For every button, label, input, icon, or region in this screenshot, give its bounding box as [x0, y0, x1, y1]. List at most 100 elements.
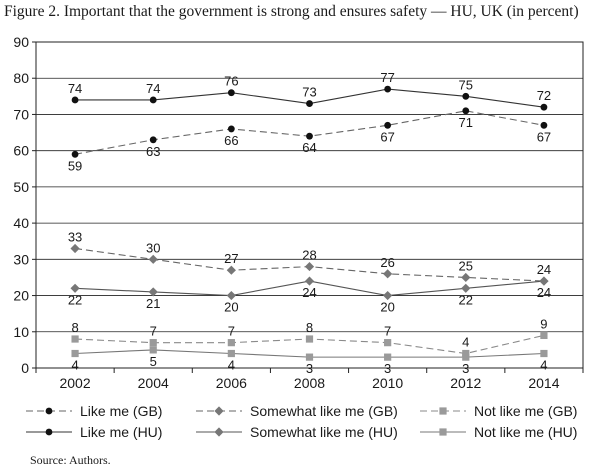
y-tick-label: 20	[13, 288, 29, 304]
data-point	[227, 349, 235, 358]
data-point	[70, 243, 80, 254]
data-label: 20	[380, 300, 394, 315]
data-point	[148, 287, 158, 297]
data-label: 33	[68, 229, 82, 244]
series-0	[71, 107, 548, 158]
data-label: 67	[537, 129, 551, 144]
data-point	[462, 92, 470, 100]
series-lines	[70, 85, 549, 361]
y-tick-label: 0	[21, 360, 29, 376]
y-tick-label: 50	[13, 179, 29, 195]
data-point	[71, 150, 79, 158]
data-point	[540, 103, 548, 111]
y-tick-label: 40	[13, 215, 29, 231]
y-tick-label: 70	[13, 106, 29, 122]
data-point	[71, 349, 79, 358]
data-point	[305, 353, 314, 361]
data-point	[149, 96, 157, 104]
x-tick-label: 2002	[59, 375, 90, 391]
legend-label: Not like me (HU)	[474, 424, 577, 440]
legend-item: Somewhat like me (HU)	[196, 424, 398, 440]
data-point	[540, 331, 548, 339]
data-label: 67	[380, 129, 394, 144]
data-point	[304, 261, 315, 272]
data-label: 22	[68, 292, 82, 307]
data-label: 24	[302, 285, 316, 300]
data-point	[305, 335, 314, 343]
legend-label: Somewhat like me (GB)	[250, 403, 398, 419]
data-point	[540, 121, 548, 129]
y-tick-label: 90	[13, 34, 29, 50]
legend-item: Not like me (HU)	[420, 424, 577, 440]
data-label: 9	[540, 316, 547, 331]
legend-swatch-marker	[439, 407, 447, 415]
legend-item: Not like me (GB)	[420, 403, 577, 419]
data-point	[383, 290, 393, 301]
x-tick-label: 2006	[216, 375, 247, 391]
series-4	[70, 276, 549, 301]
data-point	[70, 283, 80, 293]
data-label: 8	[71, 320, 78, 335]
data-point	[384, 85, 392, 93]
data-label: 4	[228, 358, 235, 373]
data-label: 64	[302, 140, 316, 155]
data-label: 25	[459, 258, 473, 273]
data-point	[149, 136, 157, 144]
axes: 0 10 20 30 40 50 60 70 80 90 2002 2004 2006 2008 2010 2…	[13, 34, 584, 391]
data-point	[226, 290, 236, 301]
data-point	[304, 276, 315, 286]
data-point	[383, 269, 393, 279]
data-label: 66	[224, 133, 238, 148]
series-1	[70, 243, 549, 286]
legend-label: Like me (GB)	[80, 403, 162, 419]
data-label: 24	[537, 285, 551, 300]
data-label: 74	[146, 81, 160, 96]
series-5	[71, 346, 548, 361]
series-2	[71, 331, 548, 358]
data-label: 4	[71, 358, 78, 373]
data-point	[462, 349, 470, 358]
legend: Like me (GB) Somewhat like me (GB) Not lik…	[26, 403, 577, 440]
legend-label: Like me (HU)	[80, 424, 162, 440]
data-point	[384, 353, 392, 361]
data-label: 3	[306, 361, 313, 376]
x-tick-label: 2004	[138, 375, 169, 391]
data-point	[462, 107, 470, 115]
data-label: 5	[150, 354, 157, 369]
data-point	[384, 339, 392, 347]
gridlines	[36, 77, 583, 333]
legend-item: Somewhat like me (GB)	[196, 403, 398, 419]
data-point	[461, 272, 471, 283]
data-label: 71	[459, 115, 473, 130]
data-label: 7	[150, 324, 157, 339]
data-label: 73	[302, 85, 316, 100]
y-tick-label: 60	[13, 143, 29, 159]
data-point	[227, 89, 235, 97]
legend-swatch-marker	[214, 427, 224, 437]
data-point	[148, 254, 158, 264]
data-label: 28	[302, 248, 316, 263]
data-point	[71, 335, 79, 343]
data-label: 20	[224, 300, 238, 315]
y-tick-label: 80	[13, 70, 29, 86]
legend-item: Like me (HU)	[26, 424, 162, 440]
data-point	[306, 100, 313, 107]
data-point	[539, 276, 549, 286]
data-point	[461, 283, 471, 293]
data-label: 74	[68, 81, 82, 96]
data-point	[71, 96, 79, 104]
figure-source: Source: Authors.	[30, 453, 111, 467]
x-tick-label: 2014	[528, 375, 559, 391]
data-point	[540, 349, 548, 358]
y-tick-label: 30	[13, 251, 29, 267]
y-tick-label: 10	[13, 324, 29, 340]
data-label: 72	[537, 88, 551, 103]
data-label: 24	[537, 262, 551, 277]
x-tick-label: 2008	[294, 375, 325, 391]
data-label: 21	[146, 296, 160, 311]
data-label: 22	[459, 292, 473, 307]
data-label: 4	[462, 335, 469, 350]
plot-frame	[35, 41, 584, 369]
data-label: 8	[306, 320, 313, 335]
